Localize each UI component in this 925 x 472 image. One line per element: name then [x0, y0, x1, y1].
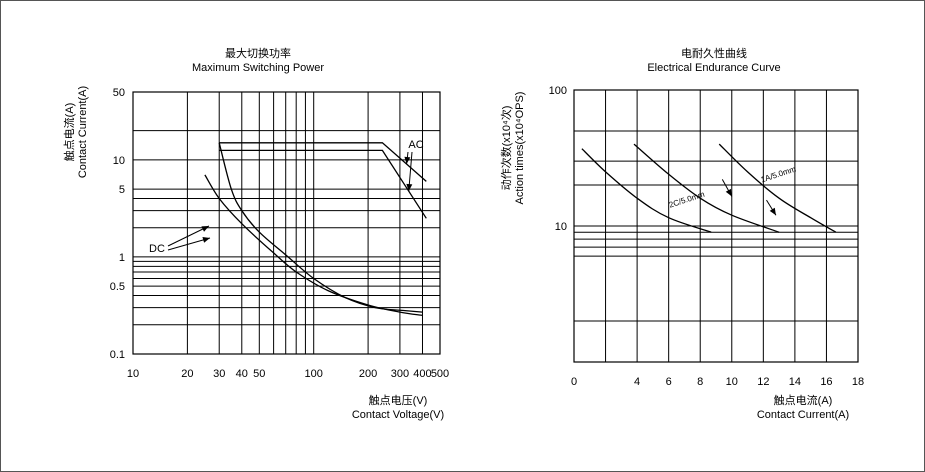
chart1-dc-leader	[167, 225, 210, 247]
chart1-series-ac-0	[219, 142, 427, 182]
chart1-x-tick-label: 400	[413, 368, 431, 380]
chart1-y-tick-label: 0.1	[110, 349, 125, 361]
chart1-title: Maximum Switching Power	[192, 62, 324, 74]
chart2-y-tick-label: 10	[555, 221, 567, 233]
chart1-xlabel-cn: 触点电压(V)	[369, 393, 428, 407]
chart1-x-tick-label: 40	[236, 368, 248, 380]
chart1-y-tick-label: 10	[113, 155, 125, 167]
chart2-ylabel-cn: 动作次数(x10⁴次)	[499, 106, 513, 191]
chart2-title: Electrical Endurance Curve	[647, 62, 780, 74]
chart2-x-tick-label: 4	[634, 376, 640, 388]
chart2-arrowhead	[725, 188, 732, 197]
chart2-series-2	[718, 143, 837, 233]
chart1-x-tick-label: 10	[127, 368, 139, 380]
chart1-ylabel-cn: 触点电流(A)	[62, 103, 76, 162]
chart1-series-dc-2	[218, 142, 423, 313]
chart2-x-tick-label: 6	[666, 376, 672, 388]
chart1-x-tick-label: 50	[253, 368, 265, 380]
chart2-y-tick-label: 100	[549, 85, 567, 97]
chart1-x-tick-label: 100	[305, 368, 323, 380]
chart1-xlabel: Contact Voltage(V)	[352, 409, 444, 421]
chart2-x-tick-label: 14	[789, 376, 801, 388]
chart1-ac-arrowhead	[406, 183, 413, 192]
chart-max-switching-power: 最大切换功率 Maximum Switching Power 触点电流(A) C…	[62, 46, 449, 421]
chart2-x-tick-label: 8	[697, 376, 703, 388]
chart1-annotation-dc: DC	[149, 243, 165, 255]
chart1-dc-leader	[167, 237, 211, 251]
chart1-y-tick-label: 1	[119, 252, 125, 264]
chart1-y-tick-label: 0.5	[110, 281, 125, 293]
chart1-y-tick-label: 5	[119, 184, 125, 196]
chart1-plot-border	[132, 91, 441, 355]
chart1-title-cn: 最大切换功率	[225, 46, 291, 60]
chart1-dc-arrowhead	[202, 237, 210, 243]
chart2-xlabel-cn: 触点电流(A)	[774, 393, 833, 407]
chart1-x-tick-label: 20	[181, 368, 193, 380]
chart1-ac-arrowhead	[404, 156, 411, 165]
chart2-x-tick-label: 16	[820, 376, 832, 388]
chart1-ylabel: Contact Current(A)	[77, 86, 89, 178]
chart1-x-tick-label: 300	[391, 368, 409, 380]
chart2-annotation-1a: 1A/5.0mm	[760, 164, 798, 184]
chart1-x-tick-label: 500	[431, 368, 449, 380]
chart1-series-ac-1	[219, 149, 427, 219]
chart1-y-tick-label: 50	[113, 87, 125, 99]
chart1-annotation-ac: AC	[408, 139, 423, 151]
chart1-x-tick-label: 200	[359, 368, 377, 380]
chart2-ylabel: Action times(x10⁴OPS)	[514, 92, 526, 205]
chart1-dc-arrowhead	[201, 226, 209, 232]
chart2-xlabel: Contact Current(A)	[757, 409, 849, 421]
chart2-x-tick-label: 12	[757, 376, 769, 388]
chart2-x-tick-label: 10	[726, 376, 738, 388]
chart2-x-tick-label: 18	[852, 376, 864, 388]
chart1-x-tick-label: 30	[213, 368, 225, 380]
chart-electrical-endurance: 电耐久性曲线 Electrical Endurance Curve 动作次数(x…	[499, 46, 864, 421]
chart2-series-1	[633, 143, 780, 233]
chart2-series-0	[581, 148, 712, 233]
chart2-arrowhead	[769, 207, 776, 216]
chart2-x-tick-label: 0	[571, 376, 577, 388]
chart2-title-cn: 电耐久性曲线	[681, 46, 747, 60]
chart1-series-dc-3	[204, 174, 423, 317]
